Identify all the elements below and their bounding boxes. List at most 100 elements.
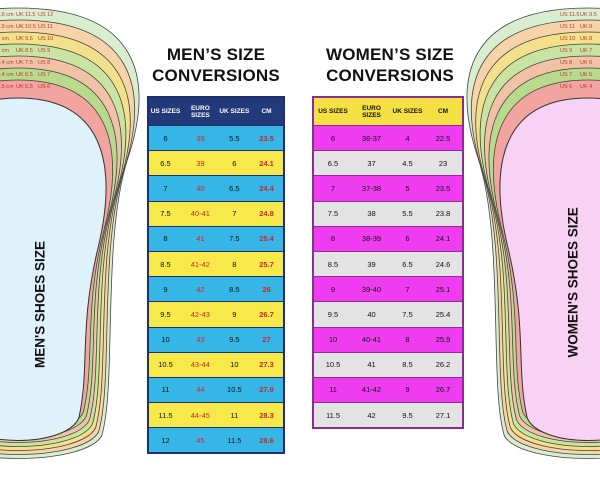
men-cell-cm: 28.3	[249, 402, 284, 428]
women-header-uk: UK SIZES	[391, 97, 424, 126]
men-cell-euro: 45	[182, 427, 219, 454]
men-cell-cm: 28.6	[249, 427, 284, 454]
men-insole-label: 26 cm	[0, 48, 9, 54]
women-cell-euro: 39-40	[352, 276, 391, 302]
men-cell-euro: 41-42	[182, 250, 219, 277]
women-table-row: 11 41-42 9 26.7	[313, 376, 463, 403]
men-cell-uk: 8	[218, 250, 250, 277]
women-cell-cm: 25.4	[424, 301, 463, 327]
men-insole-label: 24.4 cm	[0, 72, 14, 78]
men-table-row: 10 43 9.5 27	[148, 326, 284, 353]
women-table-row: 9.5 40 7.5 25.4	[313, 301, 463, 327]
men-header-euro: EURO SIZES	[182, 97, 219, 126]
women-cell-us: 11.5	[313, 402, 352, 429]
men-header-cm: CM	[249, 97, 284, 126]
women-cell-cm: 26.2	[424, 351, 463, 378]
women-insole-label: UK 4	[580, 84, 592, 90]
women-cell-euro: 42	[352, 402, 391, 429]
men-table-row: 11 44 10.5 27.9	[148, 376, 284, 403]
women-shoes-size-label: WOMEN'S SHOES SIZE	[565, 207, 581, 358]
men-insole-label: UK 7.5	[16, 60, 33, 66]
men-cell-uk: 6.5	[218, 175, 250, 202]
men-cell-cm: 25.4	[249, 225, 284, 252]
women-insole-label: UK 9	[580, 24, 592, 30]
men-cell-uk: 6	[218, 150, 250, 176]
men-cell-uk: 5.5	[218, 124, 250, 151]
men-insole-label: 27.9 cm	[0, 24, 14, 30]
women-cell-cm: 26.7	[424, 376, 463, 403]
men-cell-us: 10	[148, 326, 182, 353]
men-header-us: US SIZES	[148, 97, 182, 126]
men-shoes-size-label: MEN'S SHOES SIZE	[32, 241, 48, 368]
men-cell-cm: 26	[249, 276, 284, 302]
women-cell-uk: 6	[391, 225, 424, 252]
men-cell-euro: 39	[182, 150, 219, 176]
men-cell-cm: 25.7	[249, 250, 284, 277]
men-cell-us: 11	[148, 376, 182, 403]
men-insole-label: UK 6.5	[16, 72, 33, 78]
men-table-row: 10.5 43-44 10 27.3	[148, 351, 284, 378]
men-cell-us: 9.5	[148, 301, 182, 327]
men-cell-us: 8	[148, 225, 182, 252]
women-cell-euro: 36-37	[352, 124, 391, 151]
women-cell-us: 8	[313, 225, 352, 252]
women-cell-uk: 6.5	[391, 250, 424, 277]
women-table-row: 6 36-37 4 22.5	[313, 124, 463, 151]
women-cell-us: 10.5	[313, 351, 352, 378]
men-cell-cm: 24.4	[249, 175, 284, 202]
men-cell-uk: 7	[218, 200, 250, 227]
men-table-row: 7 40 6.5 24.4	[148, 175, 284, 202]
men-cell-us: 7.5	[148, 200, 182, 227]
men-title: MEN’S SIZE CONVERSIONS	[152, 45, 280, 85]
women-insole-label: US 9	[560, 48, 572, 54]
women-insole-label: UK 6	[580, 60, 592, 66]
men-insole-label: US 7	[38, 72, 50, 78]
women-cell-euro: 39	[352, 250, 391, 277]
women-cell-us: 7.5	[313, 200, 352, 227]
women-cell-us: 9	[313, 276, 352, 302]
women-cell-uk: 9.5	[391, 402, 424, 429]
men-insole-inner	[0, 97, 107, 441]
women-cell-cm: 23	[424, 150, 463, 176]
women-table-row: 9 39-40 7 25.1	[313, 276, 463, 302]
men-cell-euro: 43	[182, 326, 219, 353]
men-cell-uk: 10.5	[218, 376, 250, 403]
men-cell-us: 12	[148, 427, 182, 454]
women-cell-cm: 22.5	[424, 124, 463, 151]
women-cell-uk: 5.5	[391, 200, 424, 227]
women-insole-inner	[499, 97, 600, 441]
women-cell-cm: 27.1	[424, 402, 463, 429]
women-table-row: 7.5 38 5.5 23.8	[313, 200, 463, 227]
women-cell-us: 6.5	[313, 150, 352, 176]
men-table-row: 9 42 8.5 26	[148, 276, 284, 302]
women-table-row: 10.5 41 8.5 26.2	[313, 351, 463, 378]
men-cell-euro: 41	[182, 225, 219, 252]
men-insole-label: 25.4 cm	[0, 60, 14, 66]
women-cell-uk: 7	[391, 276, 424, 302]
men-cell-uk: 7.5	[218, 225, 250, 252]
women-cell-euro: 37-38	[352, 175, 391, 202]
men-size-table: US SIZES EURO SIZES UK SIZES CM 6 39 5.5 23…	[147, 96, 285, 455]
women-cell-uk: 8	[391, 326, 424, 353]
women-cell-us: 8.5	[313, 250, 352, 277]
men-table-row: 6 39 5.5 23.5	[148, 124, 284, 151]
men-table-row: 8 41 7.5 25.4	[148, 225, 284, 252]
men-insole-label: US 11	[38, 24, 53, 30]
men-table-row: 9.5 42-43 9 26.7	[148, 301, 284, 327]
women-table-row: 7 37-38 5 23.5	[313, 175, 463, 202]
women-header-row: US SIZES EURO SIZES UK SIZES CM	[313, 97, 463, 126]
women-cell-euro: 37	[352, 150, 391, 176]
women-cell-euro: 40	[352, 301, 391, 327]
women-size-table: US SIZES EURO SIZES UK SIZES CM 6 36-37 4 2…	[312, 96, 464, 430]
men-insole-label: UK 11.5	[16, 12, 35, 18]
men-cell-euro: 43-44	[182, 351, 219, 378]
men-cell-uk: 11.5	[218, 427, 250, 454]
men-header-uk: UK SIZES	[218, 97, 250, 126]
men-cell-cm: 24.8	[249, 200, 284, 227]
women-cell-euro: 41-42	[352, 376, 391, 403]
men-insole-label: US 8	[38, 60, 50, 66]
men-cell-cm: 24.1	[249, 150, 284, 176]
men-table-row: 7.5 40-41 7 24.8	[148, 200, 284, 227]
men-cell-cm: 27.9	[249, 376, 284, 403]
